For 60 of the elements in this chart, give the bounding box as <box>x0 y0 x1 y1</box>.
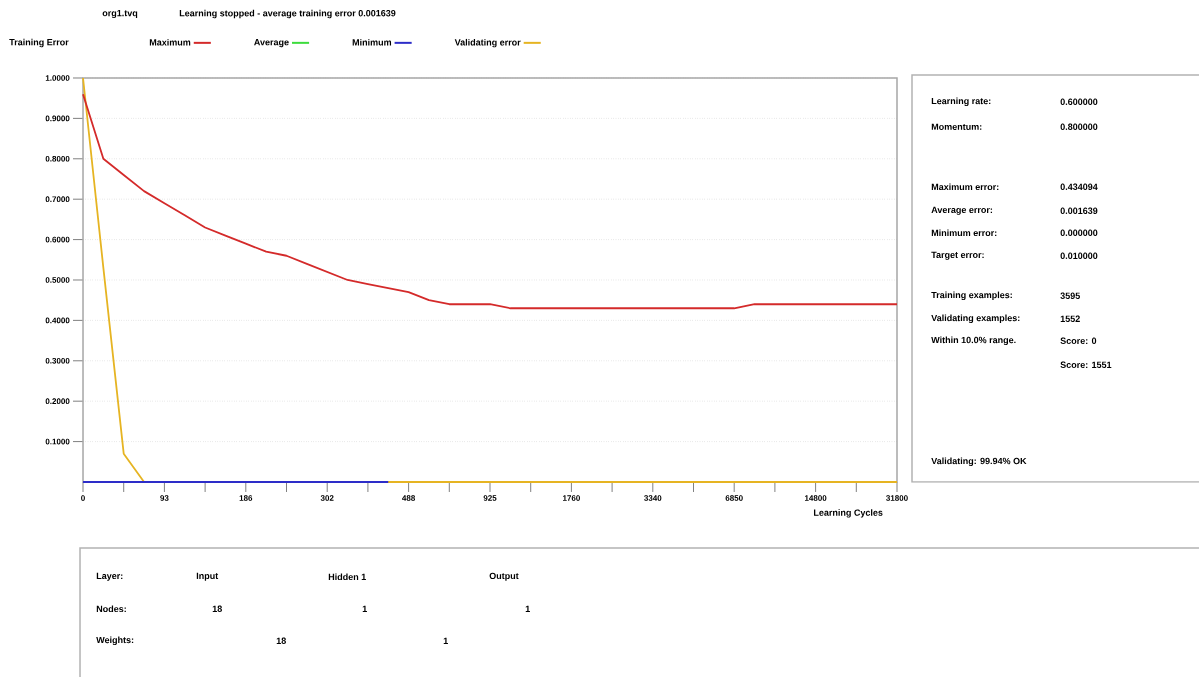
x-tick-label: 93 <box>160 495 169 501</box>
x-tick-label: 488 <box>402 495 416 501</box>
x-tick-label: 3340 <box>644 495 662 501</box>
text: Validating: 99.94% OK <box>931 457 1027 467</box>
x-tick-label: 31800 <box>886 495 908 501</box>
text: 1552 <box>1060 315 1080 322</box>
x-tick-label: 6850 <box>725 495 743 501</box>
text: Maximum error: <box>931 183 999 191</box>
text: Nodes: <box>96 605 126 613</box>
x-tick-label: 302 <box>320 495 334 501</box>
text: Output <box>489 572 519 581</box>
text: Score: 0 <box>1060 337 1097 344</box>
legend-label: Maximum <box>149 38 191 46</box>
text: Within 10.0% range. <box>931 336 1016 346</box>
text: Hidden 1 <box>328 573 366 581</box>
text: Layer: <box>96 572 123 581</box>
text: 0.600000 <box>1060 98 1098 105</box>
y-tick-label: 0.5000 <box>45 277 70 283</box>
y-tick-label: 0.4000 <box>45 317 70 324</box>
text: 18 <box>276 637 286 644</box>
chart-title: org1.tvq <box>102 9 138 19</box>
text: 0.434094 <box>1060 183 1098 190</box>
text: Average error: <box>931 206 993 215</box>
text: 18 <box>212 605 222 612</box>
text: 0.000000 <box>1060 229 1098 236</box>
y-tick-label: 0.6000 <box>45 236 70 243</box>
y-tick-label: 0.3000 <box>45 357 70 364</box>
text: Input <box>196 572 219 581</box>
y-tick-label: 0.8000 <box>45 155 70 162</box>
text: Momentum: <box>931 123 982 130</box>
text: 0.010000 <box>1060 252 1098 259</box>
text: 1 <box>362 605 367 612</box>
text: 1 <box>525 605 530 612</box>
y-tick-label: 0.9000 <box>45 115 70 122</box>
text: 0.001639 <box>1060 207 1098 214</box>
y-tick-label: 0.7000 <box>45 196 70 203</box>
text: Training examples: <box>931 291 1012 301</box>
x-axis-title: Learning Cycles <box>814 509 883 518</box>
text: Target error: <box>931 251 984 260</box>
y-tick-label: 0.2000 <box>45 398 70 405</box>
text: Validating examples: <box>931 314 1020 324</box>
text: Weights: <box>96 636 134 646</box>
x-tick-label: 186 <box>239 495 253 501</box>
text: Score: 1551 <box>1060 361 1112 368</box>
y-tick-label: 0.1000 <box>45 438 70 445</box>
legend-label: Validating error <box>454 38 521 48</box>
text: Learning rate: <box>931 97 991 107</box>
x-tick-label: 14800 <box>804 495 827 501</box>
text: 3595 <box>1060 292 1080 299</box>
x-tick-label: 925 <box>483 495 497 501</box>
legend-title: Training Error <box>9 38 69 48</box>
chart-subtitle: Learning stopped - average training error 0.001639 <box>179 9 396 19</box>
text: 0.800000 <box>1060 123 1098 130</box>
text: 1 <box>443 637 448 644</box>
x-tick-label: 0 <box>81 495 85 501</box>
y-tick-label: 1.0000 <box>45 75 70 81</box>
text: Minimum error: <box>931 229 997 237</box>
legend-label: Minimum <box>352 38 392 46</box>
legend-label: Average <box>254 39 289 48</box>
x-tick-label: 1760 <box>563 495 580 501</box>
